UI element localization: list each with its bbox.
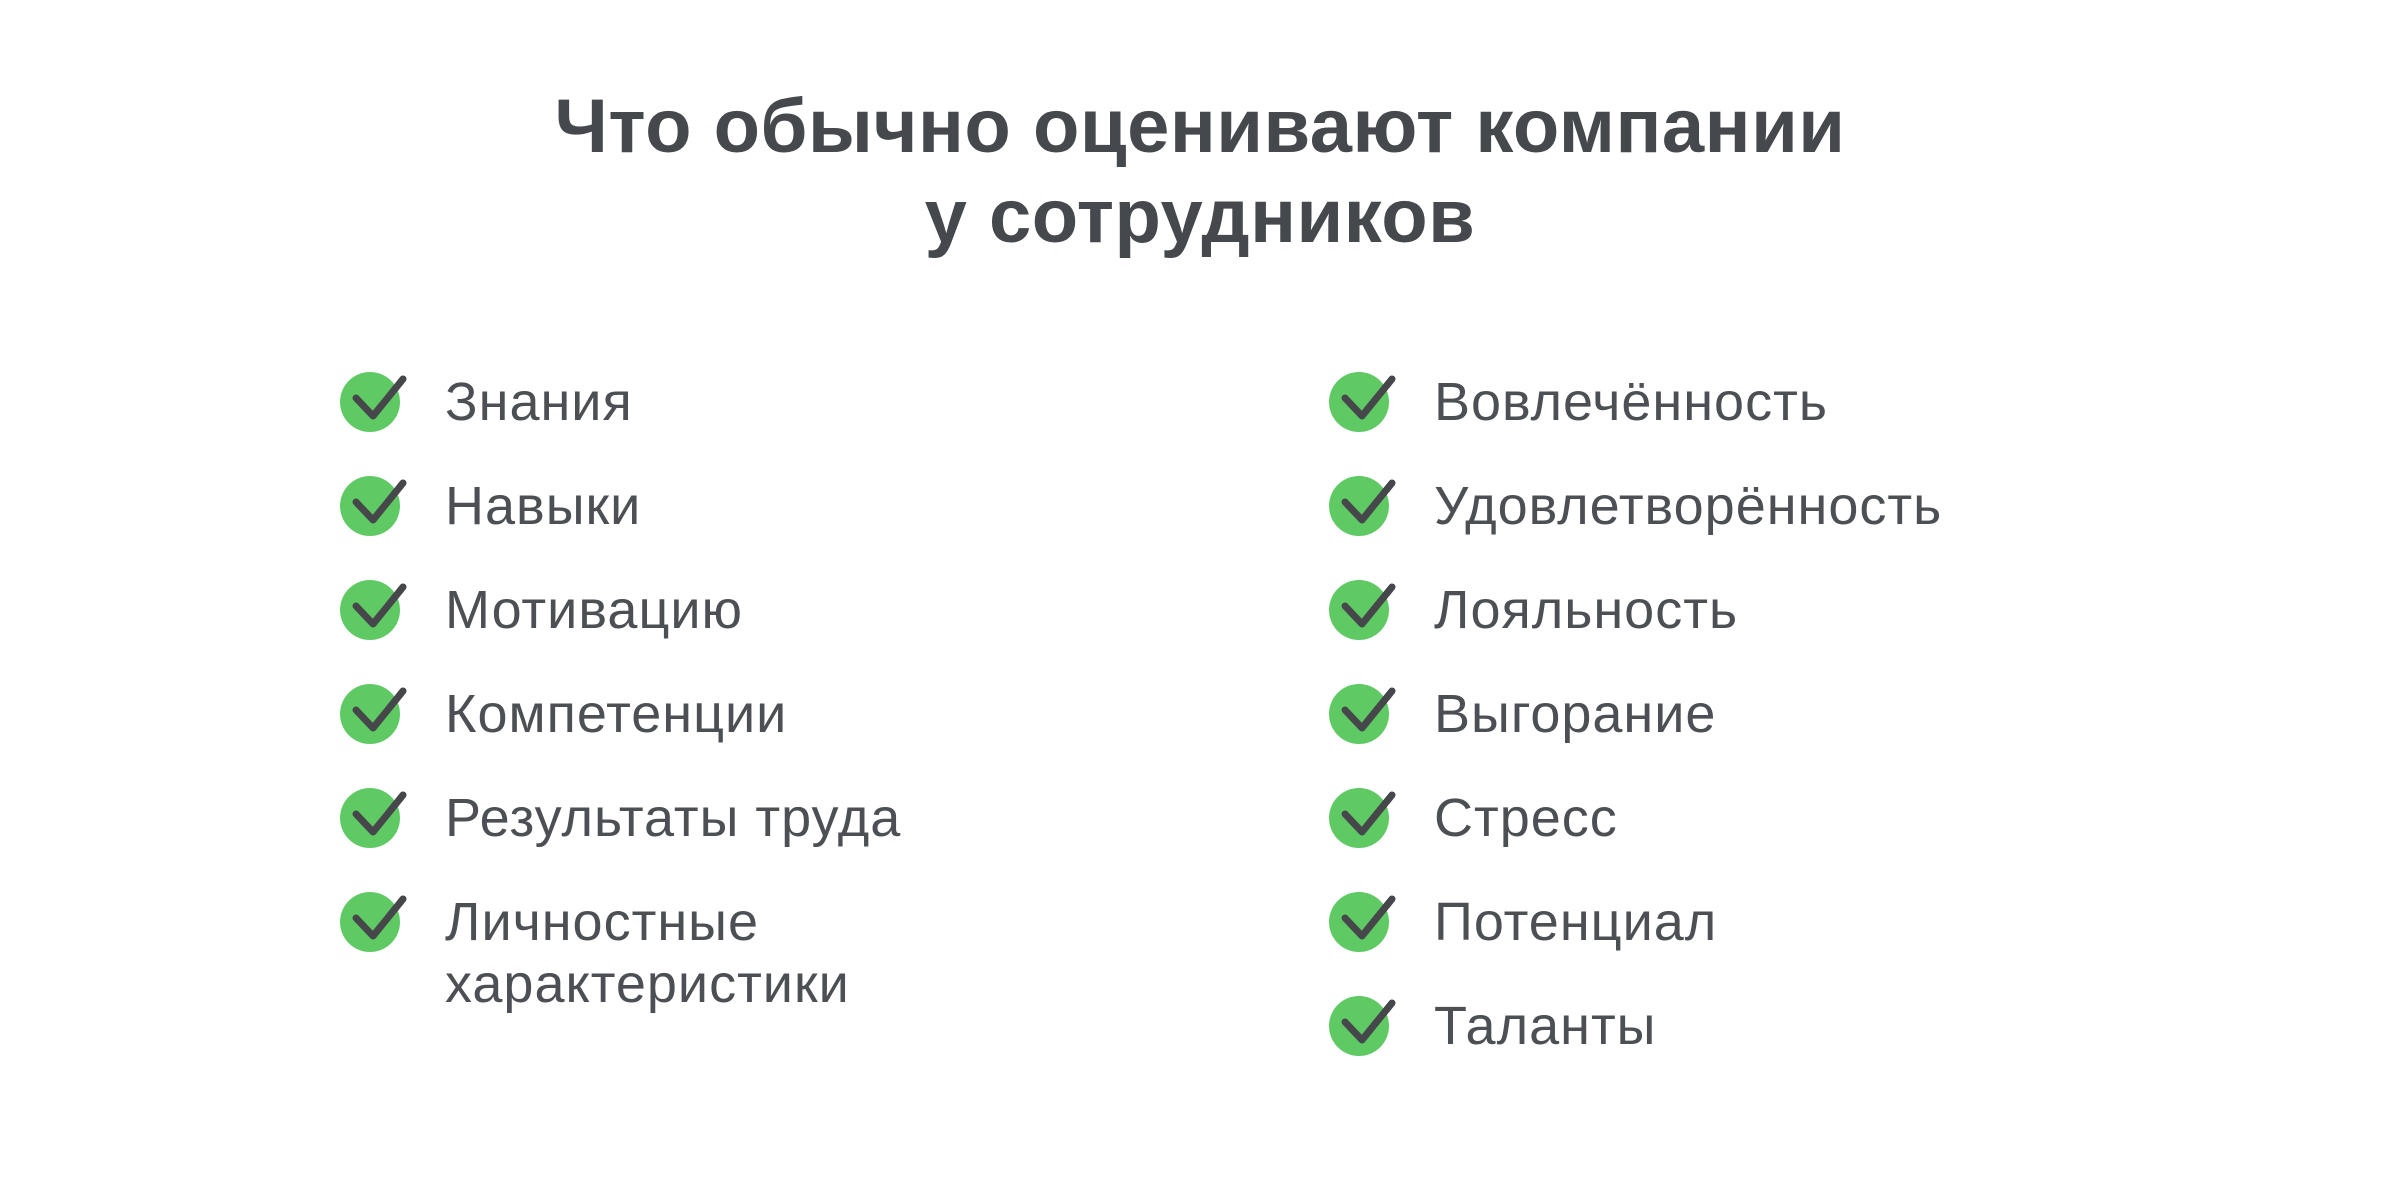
check-icon xyxy=(1329,684,1396,744)
list-item: Результаты труда xyxy=(340,788,915,849)
list-item-label: Удовлетворённость xyxy=(1434,476,1943,536)
page-title-line1: Что обычно оценивают компании xyxy=(554,84,1846,169)
list-item-label: Таланты xyxy=(1434,996,1657,1056)
list-item-label: Личностные характеристики xyxy=(445,892,850,1014)
list-item-label: Результаты труда xyxy=(445,788,902,848)
list-item-label: Выгорание xyxy=(1434,684,1717,744)
check-icon xyxy=(1329,788,1396,848)
list-item: Выгорание xyxy=(1329,684,1942,745)
list-item: Стресс xyxy=(1329,788,1942,849)
list-item: Потенциал xyxy=(1329,892,1942,953)
list-item-label: Знания xyxy=(445,372,633,432)
list-item: Удовлетворённость xyxy=(1329,476,1942,537)
list-item-label: Стресс xyxy=(1434,788,1618,848)
list-item: Лояльность xyxy=(1329,580,1942,641)
list-item-label: Потенциал xyxy=(1434,892,1718,952)
check-icon xyxy=(340,788,407,848)
check-icon xyxy=(1329,892,1396,952)
check-icon xyxy=(1329,372,1396,432)
list-item-label: Компетенции xyxy=(445,684,788,744)
check-icon xyxy=(340,580,407,640)
list-item: Навыки xyxy=(340,476,915,537)
check-icon xyxy=(340,476,407,536)
checklist-left-column: Знания Навыки Мотивацию Компетенции Резу… xyxy=(340,372,915,1058)
list-item: Компетенции xyxy=(340,684,915,745)
check-icon xyxy=(340,892,407,952)
list-item: Таланты xyxy=(1329,996,1942,1057)
list-item: Личностные характеристики xyxy=(340,892,915,1015)
check-icon xyxy=(1329,476,1396,536)
check-icon xyxy=(340,684,407,744)
list-item-label: Навыки xyxy=(445,476,642,536)
check-icon xyxy=(1329,996,1396,1056)
list-item: Мотивацию xyxy=(340,580,915,641)
list-item: Знания xyxy=(340,372,915,433)
check-icon xyxy=(340,372,407,432)
page-title-line2: у сотрудников xyxy=(924,174,1476,259)
list-item: Вовлечённость xyxy=(1329,372,1942,433)
checklist-right-column: Вовлечённость Удовлетворённость Лояльнос… xyxy=(1329,372,1942,1100)
list-item-label: Мотивацию xyxy=(445,580,744,640)
check-icon xyxy=(1329,580,1396,640)
page-title: Что обычно оценивают компании у сотрудни… xyxy=(0,82,2400,262)
list-item-label: Лояльность xyxy=(1434,580,1739,640)
list-item-label: Вовлечённость xyxy=(1434,372,1828,432)
